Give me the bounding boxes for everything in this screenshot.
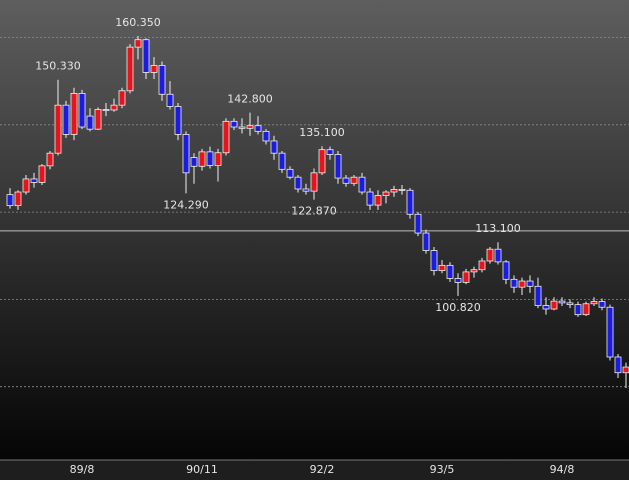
- x-tick-label: 92/2: [310, 463, 335, 476]
- candle-body: [270, 140, 278, 154]
- candle-body: [22, 178, 30, 193]
- x-tick-label: 93/5: [430, 463, 455, 476]
- candle-body: [390, 189, 398, 193]
- candle-body: [590, 301, 598, 305]
- high-label: 160.350: [115, 16, 161, 29]
- candle-body: [310, 172, 318, 192]
- candle-body: [454, 278, 462, 283]
- candle-body: [214, 152, 222, 166]
- candle-body: [414, 213, 422, 234]
- high-label: 150.330: [35, 60, 81, 73]
- candle-body: [382, 191, 390, 196]
- candle-body: [518, 280, 526, 288]
- candle-body: [502, 261, 510, 280]
- candle-body: [54, 104, 62, 154]
- candle-body: [14, 191, 22, 206]
- candle-body: [254, 125, 262, 132]
- candle-body: [158, 65, 166, 95]
- low-label: 100.820: [435, 301, 481, 314]
- low-label: 124.290: [163, 198, 209, 211]
- candle-body: [614, 356, 622, 374]
- high-label: 135.100: [299, 126, 345, 139]
- candle-body: [486, 248, 494, 262]
- candle-body: [174, 106, 182, 135]
- candle-body: [190, 157, 198, 167]
- candle-body: [318, 149, 326, 174]
- candle-body: [462, 271, 470, 283]
- candle-body: [86, 115, 94, 130]
- candle-body: [46, 152, 54, 167]
- candle-body: [606, 306, 614, 358]
- candle-body: [70, 92, 78, 135]
- candle-body: [534, 285, 542, 306]
- candle-body: [598, 301, 606, 308]
- candle-body: [126, 46, 134, 92]
- x-tick-label: 94/8: [550, 463, 575, 476]
- candle-body: [150, 65, 158, 73]
- candle-body: [110, 104, 118, 111]
- candle-body: [510, 278, 518, 288]
- high-label: 142.800: [227, 93, 273, 106]
- plot-background: [0, 0, 629, 460]
- candle-body: [6, 194, 14, 206]
- candle-body: [334, 154, 342, 179]
- candle-body: [62, 104, 70, 135]
- candle-body: [222, 120, 230, 154]
- candle-body: [422, 232, 430, 251]
- candle-body: [574, 304, 582, 316]
- candle-body: [262, 130, 270, 142]
- candle-body: [198, 151, 206, 167]
- candle-body: [326, 149, 334, 155]
- candle-body: [94, 109, 102, 130]
- x-tick-label: 89/8: [70, 463, 95, 476]
- candle-body: [278, 152, 286, 170]
- candle-body: [550, 300, 558, 310]
- candle-body: [302, 188, 310, 192]
- candle-body: [38, 165, 46, 183]
- candle-body: [494, 248, 502, 263]
- candle-body: [542, 305, 550, 310]
- candle-body: [134, 39, 142, 48]
- candle-body: [358, 176, 366, 193]
- candle-body: [446, 264, 454, 279]
- candle-body: [526, 280, 534, 287]
- candle-body: [30, 178, 38, 183]
- candle-body: [342, 177, 350, 184]
- candle-body: [206, 151, 214, 166]
- candle-body: [430, 250, 438, 271]
- candle-body: [238, 126, 246, 129]
- candle-body: [118, 90, 126, 106]
- low-label: 122.870: [291, 205, 337, 218]
- candle-body: [398, 189, 406, 191]
- candle-body: [350, 176, 358, 184]
- candle-body: [166, 93, 174, 107]
- candle-body: [406, 189, 414, 215]
- candle-body: [366, 191, 374, 206]
- high-label: 113.100: [475, 222, 521, 235]
- x-tick-label: 90/11: [186, 463, 218, 476]
- candle-body: [478, 260, 486, 271]
- candle-body: [102, 109, 110, 111]
- candle-body: [286, 168, 294, 178]
- candle-body: [470, 269, 478, 273]
- candle-body: [230, 120, 238, 128]
- candle-body: [438, 264, 446, 271]
- candle-body: [558, 300, 566, 304]
- candle-body: [622, 366, 629, 374]
- candle-body: [142, 39, 150, 73]
- candle-body: [582, 303, 590, 316]
- candle-body: [374, 195, 382, 206]
- candle-body: [294, 176, 302, 190]
- candle-body: [566, 302, 574, 306]
- candle-body: [78, 92, 86, 128]
- candle-body: [182, 134, 190, 174]
- candle-body: [246, 125, 254, 129]
- x-axis-band: [0, 460, 629, 480]
